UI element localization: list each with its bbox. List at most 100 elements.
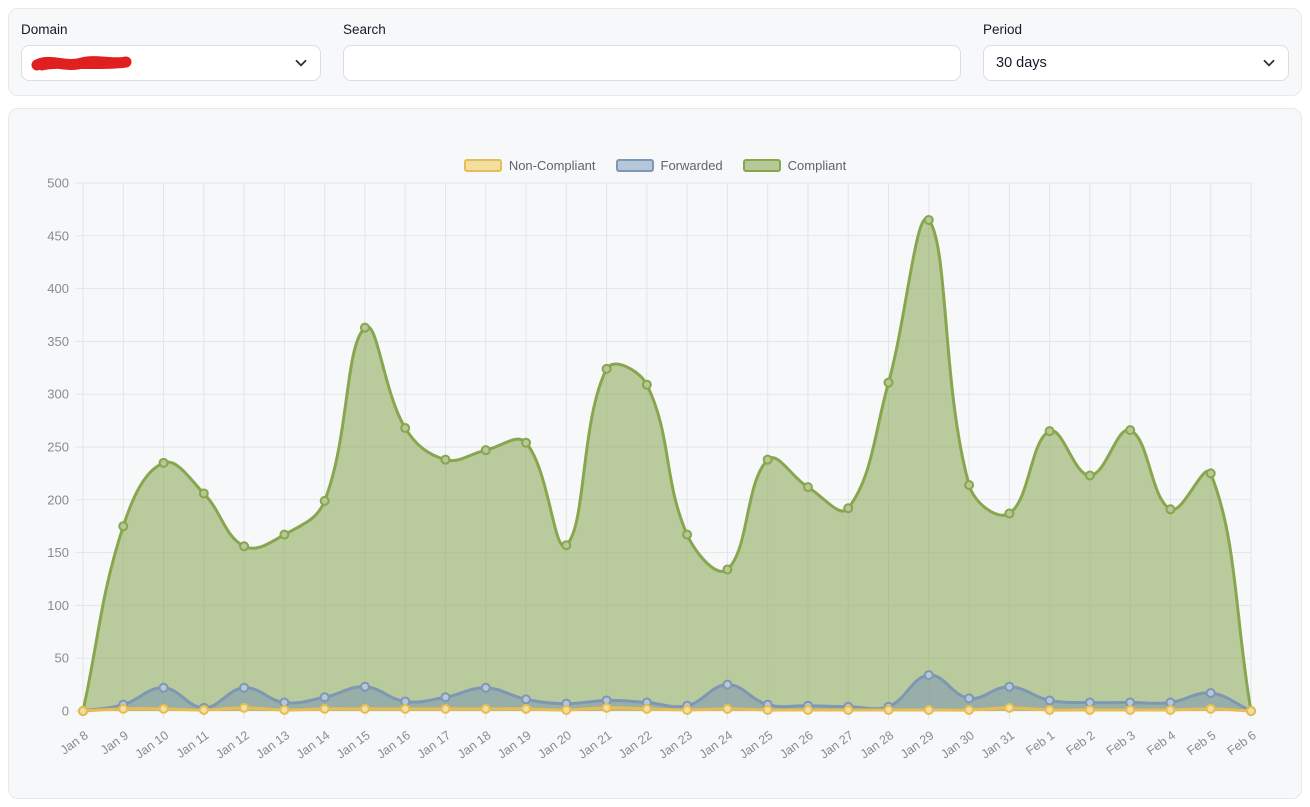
data-point-forwarded[interactable]	[440, 692, 451, 703]
data-point-compliant[interactable]	[923, 214, 934, 225]
data-point-non-compliant[interactable]	[1044, 704, 1055, 715]
data-point-forwarded[interactable]	[480, 682, 491, 693]
data-point-compliant[interactable]	[359, 322, 370, 333]
data-point-non-compliant[interactable]	[843, 704, 854, 715]
domain-label: Domain	[21, 22, 68, 37]
compliance-area-chart: 0 50 100 150 200 250 300 350 400 450 500 Jan 8 Jan 9…	[47, 176, 1259, 762]
y-tick-label: 150	[47, 545, 69, 560]
data-point-compliant[interactable]	[1165, 504, 1176, 515]
data-point-non-compliant[interactable]	[279, 704, 290, 715]
data-point-forwarded[interactable]	[1044, 695, 1055, 706]
period-field: Period 30 days	[983, 22, 1289, 82]
legend-swatch-non-compliant	[463, 159, 502, 172]
y-tick-label: 50	[55, 651, 69, 666]
data-point-non-compliant[interactable]	[1004, 702, 1015, 713]
data-point-compliant[interactable]	[682, 529, 693, 540]
data-point-compliant[interactable]	[480, 445, 491, 456]
x-tick-label: Jan 16	[374, 728, 413, 761]
data-point-forwarded[interactable]	[359, 681, 370, 692]
x-tick-label: Feb 5	[1184, 728, 1218, 758]
data-point-compliant[interactable]	[158, 457, 169, 468]
data-point-compliant[interactable]	[1004, 508, 1015, 519]
period-select[interactable]: 30 days	[983, 44, 1289, 81]
data-point-non-compliant[interactable]	[521, 703, 532, 714]
data-point-compliant[interactable]	[279, 529, 290, 540]
data-point-non-compliant[interactable]	[480, 703, 491, 714]
data-point-non-compliant[interactable]	[883, 704, 894, 715]
data-point-compliant[interactable]	[964, 480, 975, 491]
data-point-compliant[interactable]	[400, 422, 411, 433]
data-point-non-compliant[interactable]	[198, 704, 209, 715]
data-point-compliant[interactable]	[521, 437, 532, 448]
data-point-non-compliant[interactable]	[601, 702, 612, 713]
data-point-non-compliant[interactable]	[762, 704, 773, 715]
data-point-forwarded[interactable]	[1004, 681, 1015, 692]
data-point-compliant[interactable]	[843, 503, 854, 514]
data-point-compliant[interactable]	[762, 454, 773, 465]
data-point-forwarded[interactable]	[1205, 688, 1216, 699]
y-tick-label: 350	[47, 334, 69, 349]
y-tick-label: 200	[47, 492, 69, 507]
data-point-non-compliant[interactable]	[1165, 704, 1176, 715]
data-point-forwarded[interactable]	[239, 682, 250, 693]
data-point-compliant[interactable]	[239, 541, 250, 552]
data-point-compliant[interactable]	[1084, 470, 1095, 481]
x-tick-label: Jan 10	[133, 728, 172, 761]
x-tick-label: Feb 3	[1104, 728, 1138, 758]
data-point-non-compliant[interactable]	[440, 703, 451, 714]
data-point-non-compliant[interactable]	[1084, 704, 1095, 715]
data-point-non-compliant[interactable]	[802, 704, 813, 715]
data-point-non-compliant[interactable]	[682, 704, 693, 715]
legend-item-compliant[interactable]: Compliant	[742, 158, 846, 173]
data-point-compliant[interactable]	[1125, 425, 1136, 436]
data-point-compliant[interactable]	[641, 379, 652, 390]
y-tick-label: 450	[47, 228, 69, 243]
data-point-non-compliant[interactable]	[239, 702, 250, 713]
legend-item-non-compliant[interactable]: Non-Compliant	[463, 158, 596, 173]
data-point-non-compliant[interactable]	[964, 704, 975, 715]
data-point-compliant[interactable]	[883, 377, 894, 388]
data-point-compliant[interactable]	[1205, 468, 1216, 479]
data-point-compliant[interactable]	[440, 454, 451, 465]
data-point-compliant[interactable]	[561, 540, 572, 551]
data-point-compliant[interactable]	[118, 521, 129, 532]
x-tick-label: Jan 31	[979, 728, 1018, 761]
data-point-non-compliant[interactable]	[1205, 703, 1216, 714]
data-point-forwarded[interactable]	[158, 682, 169, 693]
data-point-non-compliant[interactable]	[1125, 704, 1136, 715]
data-point-non-compliant[interactable]	[118, 703, 129, 714]
data-point-compliant[interactable]	[198, 488, 209, 499]
y-tick-label: 0	[62, 704, 69, 719]
data-point-forwarded[interactable]	[722, 679, 733, 690]
y-tick-label: 400	[47, 281, 69, 296]
chevron-down-icon	[1263, 59, 1275, 67]
x-tick-label: Jan 13	[254, 728, 293, 761]
data-point-non-compliant[interactable]	[400, 703, 411, 714]
data-point-forwarded[interactable]	[964, 693, 975, 704]
data-point-compliant[interactable]	[319, 495, 330, 506]
data-point-forwarded[interactable]	[521, 694, 532, 705]
domain-select[interactable]	[21, 44, 321, 81]
data-point-non-compliant[interactable]	[319, 703, 330, 714]
data-point-non-compliant[interactable]	[722, 703, 733, 714]
data-point-non-compliant[interactable]	[78, 706, 88, 716]
legend-item-forwarded[interactable]: Forwarded	[615, 158, 723, 173]
chart-panel: Non-Compliant Forwarded Compliant 0 50 100 15…	[8, 108, 1302, 799]
series-area-forwarded	[83, 675, 1251, 711]
data-point-non-compliant[interactable]	[641, 703, 652, 714]
data-point-non-compliant[interactable]	[561, 704, 572, 715]
data-point-non-compliant[interactable]	[1246, 706, 1256, 716]
data-point-non-compliant[interactable]	[923, 704, 934, 715]
data-point-non-compliant[interactable]	[158, 703, 169, 714]
data-point-forwarded[interactable]	[923, 670, 934, 681]
legend-swatch-compliant	[742, 159, 781, 172]
search-label: Search	[343, 22, 386, 37]
data-point-compliant[interactable]	[722, 564, 733, 575]
x-tick-label: Feb 6	[1225, 728, 1259, 758]
search-input[interactable]	[343, 44, 961, 81]
data-point-forwarded[interactable]	[319, 692, 330, 703]
data-point-compliant[interactable]	[601, 363, 612, 374]
data-point-compliant[interactable]	[1044, 426, 1055, 437]
data-point-compliant[interactable]	[802, 482, 813, 493]
data-point-non-compliant[interactable]	[359, 703, 370, 714]
